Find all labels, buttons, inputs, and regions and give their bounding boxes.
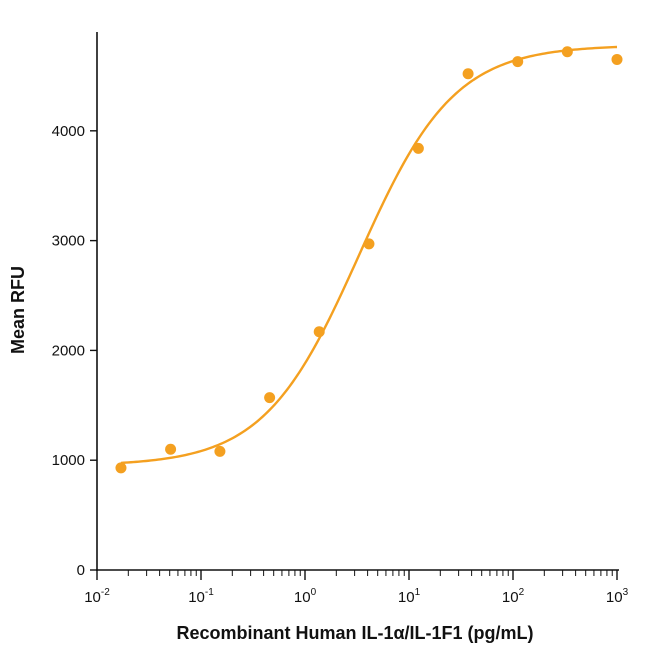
y-tick-label: 0 bbox=[77, 562, 85, 579]
data-point bbox=[264, 392, 276, 404]
data-point bbox=[512, 56, 524, 68]
data-point bbox=[561, 46, 573, 58]
data-point bbox=[214, 445, 226, 457]
y-tick-label: 3000 bbox=[52, 233, 85, 250]
y-tick-label: 1000 bbox=[52, 452, 85, 469]
y-axis-title: Mean RFU bbox=[8, 266, 28, 354]
data-point bbox=[412, 142, 424, 154]
y-tick-label: 2000 bbox=[52, 342, 85, 359]
fit-curve-line bbox=[120, 45, 618, 465]
axes: 0 1000 2000 3000 4000 10-2 10-1 100 101 102 103 bbox=[52, 32, 629, 606]
y-tick-label: 4000 bbox=[52, 123, 85, 140]
data-point bbox=[115, 462, 127, 474]
data-point bbox=[462, 68, 474, 80]
data-point bbox=[313, 326, 325, 338]
data-points-layer bbox=[115, 46, 623, 474]
data-point bbox=[611, 53, 623, 65]
x-tick-label: 100 bbox=[294, 587, 317, 606]
x-tick-label: 101 bbox=[398, 587, 421, 606]
x-tick-label: 10-1 bbox=[188, 587, 214, 606]
x-axis-title: Recombinant Human IL-1α/IL-1F1 (pg/mL) bbox=[176, 623, 533, 643]
data-point bbox=[165, 443, 177, 455]
x-tick-label: 10-2 bbox=[84, 587, 110, 606]
data-point bbox=[363, 238, 375, 250]
x-tick-label: 102 bbox=[502, 587, 525, 606]
x-tick-label: 103 bbox=[606, 587, 629, 606]
fit-curve-layer bbox=[120, 45, 618, 465]
